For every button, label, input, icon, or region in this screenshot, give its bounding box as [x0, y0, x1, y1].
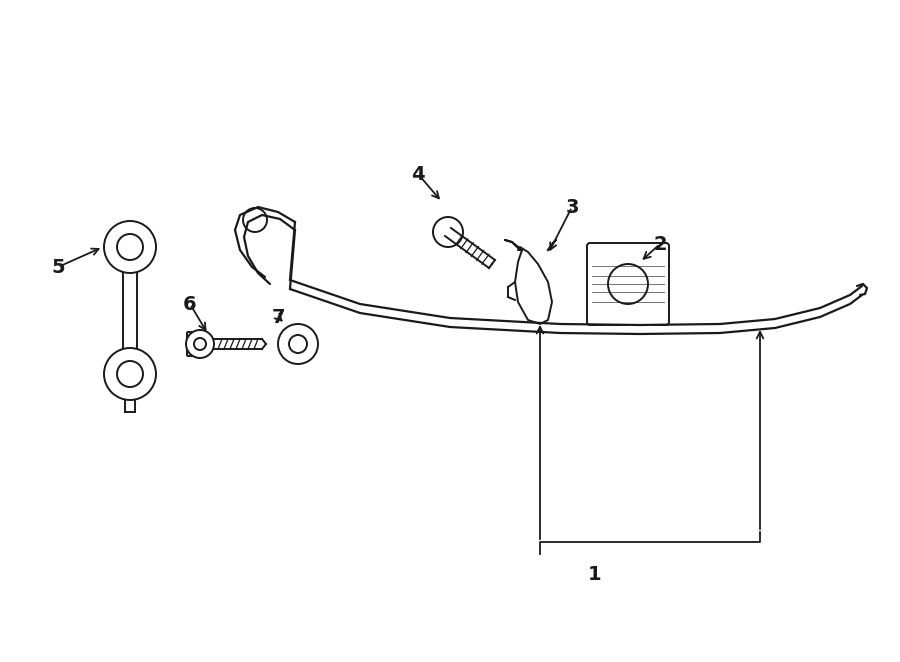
- Circle shape: [289, 335, 307, 353]
- Circle shape: [117, 234, 143, 260]
- Text: 2: 2: [653, 234, 667, 254]
- Text: 4: 4: [411, 164, 425, 183]
- Text: 6: 6: [184, 295, 197, 314]
- Circle shape: [104, 221, 156, 273]
- Text: 7: 7: [271, 308, 284, 326]
- FancyBboxPatch shape: [587, 243, 669, 325]
- Text: 1: 1: [589, 565, 602, 583]
- Circle shape: [117, 361, 143, 387]
- Circle shape: [433, 217, 463, 247]
- FancyBboxPatch shape: [187, 332, 205, 356]
- Circle shape: [243, 208, 267, 232]
- Text: 3: 3: [565, 197, 579, 216]
- Circle shape: [278, 324, 318, 364]
- Circle shape: [194, 338, 206, 350]
- Circle shape: [186, 330, 214, 358]
- Circle shape: [608, 264, 648, 304]
- Circle shape: [104, 348, 156, 400]
- Text: 5: 5: [51, 258, 65, 277]
